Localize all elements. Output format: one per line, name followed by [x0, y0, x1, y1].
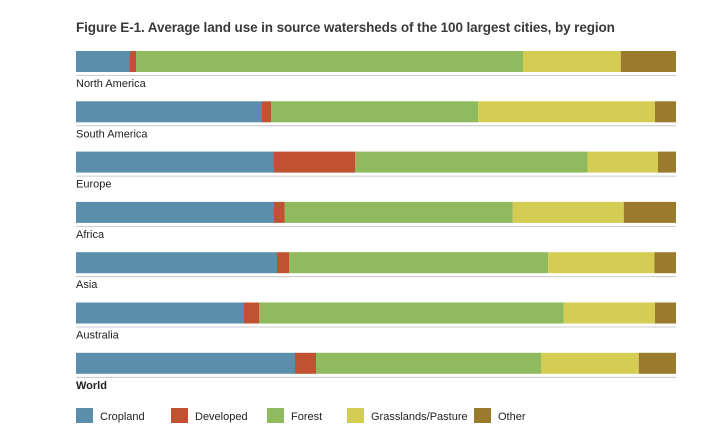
- bar-world-grasslands-pasture: [541, 352, 639, 374]
- bars-group: [76, 51, 676, 378]
- legend: Cropland Developed Forest Grasslands/Pastur…: [76, 408, 526, 423]
- bar-asia-grasslands-pasture: [548, 252, 655, 274]
- category-label-world: World: [76, 380, 107, 392]
- category-label-north-america: North America: [76, 78, 147, 90]
- bar-south-america-grasslands-pasture: [478, 101, 655, 123]
- bar-africa-grasslands-pasture: [512, 201, 624, 223]
- category-label-australia: Australia: [76, 330, 120, 342]
- category-label-africa: Africa: [76, 229, 105, 241]
- legend-label-forest: Forest: [291, 411, 322, 423]
- legend-swatch-grasslands-pasture: [347, 408, 364, 423]
- bar-north-america-other: [620, 51, 676, 72]
- category-labels-group: North America South America Europe Africa As…: [76, 78, 148, 392]
- bar-africa-forest: [284, 201, 513, 223]
- legend-swatch-cropland: [76, 408, 93, 423]
- bar-north-america-forest: [136, 51, 523, 72]
- legend-swatch-forest: [267, 408, 284, 423]
- bar-north-america-cropland: [76, 51, 130, 72]
- bar-asia-other: [654, 252, 676, 274]
- bar-australia-other: [655, 302, 676, 324]
- legend-label-other: Other: [498, 411, 526, 423]
- bar-europe-grasslands-pasture: [587, 151, 658, 173]
- bar-world-cropland: [76, 352, 295, 374]
- bar-africa-developed: [274, 201, 285, 223]
- legend-label-grasslands-pasture: Grasslands/Pasture: [371, 411, 468, 423]
- bar-north-america-developed: [130, 51, 136, 72]
- legend-label-cropland: Cropland: [100, 411, 145, 423]
- bar-europe-developed: [274, 151, 355, 173]
- bar-world-forest: [316, 352, 541, 374]
- category-label-europe: Europe: [76, 179, 111, 191]
- bar-south-america-cropland: [76, 101, 262, 123]
- bar-asia-forest: [289, 252, 549, 274]
- category-label-south-america: South America: [76, 128, 148, 140]
- bar-europe-cropland: [76, 151, 274, 173]
- bar-australia-cropland: [76, 302, 244, 324]
- bar-world-other: [638, 352, 676, 374]
- bar-africa-other: [623, 201, 676, 223]
- bar-south-america-other: [655, 101, 676, 123]
- category-label-asia: Asia: [76, 279, 98, 291]
- bar-europe-forest: [355, 151, 588, 173]
- legend-swatch-developed: [171, 408, 188, 423]
- legend-swatch-other: [474, 408, 491, 423]
- bar-world-developed: [295, 352, 316, 374]
- bar-australia-forest: [259, 302, 564, 324]
- bar-north-america-grasslands-pasture: [523, 51, 621, 72]
- bar-south-america-forest: [271, 101, 478, 123]
- chart-title: Figure E-1. Average land use in source w…: [76, 20, 615, 35]
- bar-europe-other: [658, 151, 676, 173]
- bar-south-america-developed: [262, 101, 271, 123]
- bar-australia-grasslands-pasture: [563, 302, 655, 324]
- bar-asia-cropland: [76, 252, 277, 274]
- bar-australia-developed: [244, 302, 259, 324]
- bar-africa-cropland: [76, 201, 274, 223]
- bar-asia-developed: [277, 252, 289, 274]
- legend-label-developed: Developed: [195, 411, 248, 423]
